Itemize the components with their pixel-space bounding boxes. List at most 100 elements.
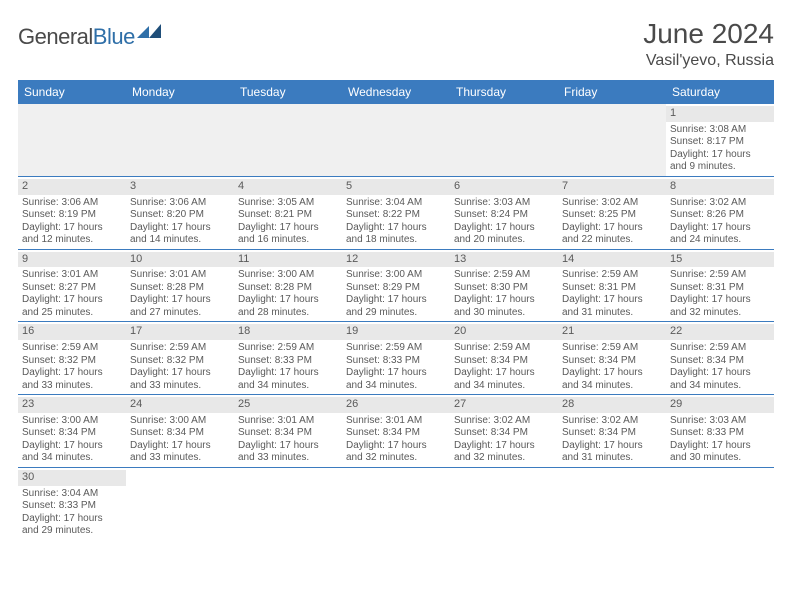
day-info-line: and 33 minutes. (130, 452, 230, 465)
calendar-cell: 22Sunrise: 2:59 AMSunset: 8:34 PMDayligh… (666, 322, 774, 394)
calendar-cell: 5Sunrise: 3:04 AMSunset: 8:22 PMDaylight… (342, 177, 450, 249)
day-info-line: Daylight: 17 hours (562, 367, 662, 380)
calendar-cell: 24Sunrise: 3:00 AMSunset: 8:34 PMDayligh… (126, 395, 234, 467)
calendar-cell (234, 104, 342, 176)
day-info-line: Sunrise: 2:59 AM (238, 342, 338, 355)
day-info-line: and 24 minutes. (670, 234, 770, 247)
day-info-line: Sunset: 8:34 PM (454, 427, 554, 440)
calendar-cell: 8Sunrise: 3:02 AMSunset: 8:26 PMDaylight… (666, 177, 774, 249)
day-number: 16 (18, 324, 126, 340)
calendar-row: 2Sunrise: 3:06 AMSunset: 8:19 PMDaylight… (18, 177, 774, 250)
calendar-cell: 12Sunrise: 3:00 AMSunset: 8:29 PMDayligh… (342, 250, 450, 322)
day-info-line: and 32 minutes. (454, 452, 554, 465)
day-number: 8 (666, 179, 774, 195)
weekday-col: Monday (126, 80, 234, 104)
day-number: 7 (558, 179, 666, 195)
calendar-cell (126, 104, 234, 176)
day-info-line: Sunrise: 2:59 AM (562, 342, 662, 355)
logo: GeneralBlue (18, 24, 163, 50)
day-number: 12 (342, 252, 450, 268)
day-info-line: Sunrise: 3:01 AM (130, 269, 230, 282)
day-info-line: Sunset: 8:27 PM (22, 282, 122, 295)
day-info-line: Sunset: 8:30 PM (454, 282, 554, 295)
calendar-cell: 14Sunrise: 2:59 AMSunset: 8:31 PMDayligh… (558, 250, 666, 322)
day-info-line: Sunset: 8:34 PM (130, 427, 230, 440)
calendar-body: 1Sunrise: 3:08 AMSunset: 8:17 PMDaylight… (18, 104, 774, 540)
day-info-line: Sunrise: 3:02 AM (454, 415, 554, 428)
day-info-line: Daylight: 17 hours (22, 222, 122, 235)
day-info-line: Sunrise: 3:01 AM (346, 415, 446, 428)
day-info-line: Sunrise: 3:02 AM (670, 197, 770, 210)
day-info-line: Sunset: 8:33 PM (22, 500, 122, 513)
calendar-cell: 2Sunrise: 3:06 AMSunset: 8:19 PMDaylight… (18, 177, 126, 249)
page-header: GeneralBlue June 2024 Vasil'yevo, Russia (18, 18, 774, 70)
day-info-line: Daylight: 17 hours (238, 222, 338, 235)
day-info-line: Daylight: 17 hours (454, 440, 554, 453)
day-info-line: Sunset: 8:25 PM (562, 209, 662, 222)
day-info-line: Sunset: 8:34 PM (238, 427, 338, 440)
day-info-line: and 30 minutes. (670, 452, 770, 465)
day-info-line: and 20 minutes. (454, 234, 554, 247)
weekday-col: Saturday (666, 80, 774, 104)
calendar-cell: 25Sunrise: 3:01 AMSunset: 8:34 PMDayligh… (234, 395, 342, 467)
day-number: 13 (450, 252, 558, 268)
calendar-cell (342, 104, 450, 176)
day-info-line: Sunrise: 3:06 AM (22, 197, 122, 210)
day-info-line: Sunrise: 2:59 AM (130, 342, 230, 355)
calendar-cell (666, 468, 774, 540)
day-info-line: Sunset: 8:20 PM (130, 209, 230, 222)
weekday-col: Wednesday (342, 80, 450, 104)
day-info-line: and 28 minutes. (238, 307, 338, 320)
day-info-line: Sunrise: 3:01 AM (238, 415, 338, 428)
day-info-line: and 34 minutes. (238, 380, 338, 393)
day-number: 19 (342, 324, 450, 340)
calendar-cell: 6Sunrise: 3:03 AMSunset: 8:24 PMDaylight… (450, 177, 558, 249)
day-info-line: and 12 minutes. (22, 234, 122, 247)
calendar-row: 9Sunrise: 3:01 AMSunset: 8:27 PMDaylight… (18, 250, 774, 323)
month-title: June 2024 (643, 18, 774, 50)
day-number: 15 (666, 252, 774, 268)
title-block: June 2024 Vasil'yevo, Russia (643, 18, 774, 70)
day-info-line: Sunset: 8:29 PM (346, 282, 446, 295)
day-info-line: Sunset: 8:28 PM (130, 282, 230, 295)
day-info-line: Sunrise: 2:59 AM (454, 342, 554, 355)
day-info-line: and 34 minutes. (670, 380, 770, 393)
day-info-line: Sunset: 8:22 PM (346, 209, 446, 222)
calendar-cell (342, 468, 450, 540)
day-info-line: Daylight: 17 hours (22, 513, 122, 526)
calendar-cell (18, 104, 126, 176)
day-info-line: and 29 minutes. (346, 307, 446, 320)
day-info-line: Daylight: 17 hours (454, 294, 554, 307)
day-info-line: Sunrise: 3:05 AM (238, 197, 338, 210)
day-info-line: and 18 minutes. (346, 234, 446, 247)
day-info-line: Sunset: 8:32 PM (22, 355, 122, 368)
calendar-cell: 27Sunrise: 3:02 AMSunset: 8:34 PMDayligh… (450, 395, 558, 467)
day-info-line: Daylight: 17 hours (562, 294, 662, 307)
day-info-line: Sunrise: 2:59 AM (22, 342, 122, 355)
day-info-line: and 31 minutes. (562, 452, 662, 465)
calendar-cell: 1Sunrise: 3:08 AMSunset: 8:17 PMDaylight… (666, 104, 774, 176)
calendar-cell: 28Sunrise: 3:02 AMSunset: 8:34 PMDayligh… (558, 395, 666, 467)
weekday-col: Thursday (450, 80, 558, 104)
day-info-line: and 33 minutes. (238, 452, 338, 465)
day-info-line: Sunset: 8:28 PM (238, 282, 338, 295)
day-info-line: and 9 minutes. (670, 161, 770, 174)
day-info-line: Sunset: 8:34 PM (454, 355, 554, 368)
day-number: 11 (234, 252, 342, 268)
day-info-line: Daylight: 17 hours (670, 294, 770, 307)
day-info-line: Sunrise: 3:02 AM (562, 197, 662, 210)
calendar-cell: 13Sunrise: 2:59 AMSunset: 8:30 PMDayligh… (450, 250, 558, 322)
weekday-col: Sunday (18, 80, 126, 104)
day-info-line: Daylight: 17 hours (670, 367, 770, 380)
calendar-row: 23Sunrise: 3:00 AMSunset: 8:34 PMDayligh… (18, 395, 774, 468)
calendar-cell: 17Sunrise: 2:59 AMSunset: 8:32 PMDayligh… (126, 322, 234, 394)
day-info-line: Sunrise: 3:04 AM (22, 488, 122, 501)
day-info-line: Daylight: 17 hours (238, 294, 338, 307)
day-info-line: and 31 minutes. (562, 307, 662, 320)
calendar-cell: 7Sunrise: 3:02 AMSunset: 8:25 PMDaylight… (558, 177, 666, 249)
weekday-header: Sunday Monday Tuesday Wednesday Thursday… (18, 80, 774, 104)
day-info-line: Sunset: 8:32 PM (130, 355, 230, 368)
weekday-col: Friday (558, 80, 666, 104)
day-info-line: and 29 minutes. (22, 525, 122, 538)
logo-text-blue: Blue (93, 24, 135, 49)
